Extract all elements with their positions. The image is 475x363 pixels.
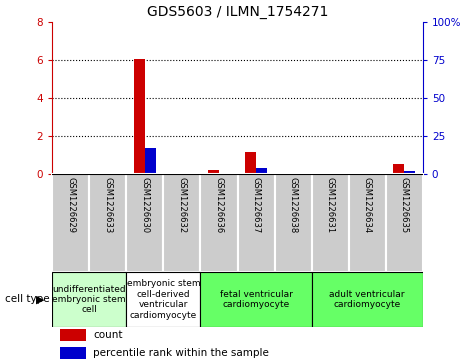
- Bar: [126, 174, 163, 272]
- Bar: [256, 168, 267, 174]
- Text: GSM1226629: GSM1226629: [66, 177, 75, 233]
- Bar: [245, 152, 256, 174]
- Bar: [275, 174, 312, 272]
- Text: embryonic stem
cell-derived
ventricular
cardiomyocyte: embryonic stem cell-derived ventricular …: [126, 280, 200, 319]
- Text: cell type: cell type: [5, 294, 49, 305]
- Bar: [238, 174, 275, 272]
- Bar: [126, 272, 200, 327]
- Bar: [52, 272, 126, 327]
- Bar: [163, 174, 200, 272]
- Text: GSM1226638: GSM1226638: [289, 177, 297, 233]
- Title: GDS5603 / ILMN_1754271: GDS5603 / ILMN_1754271: [147, 5, 328, 19]
- Bar: [386, 174, 423, 272]
- Bar: [208, 170, 219, 174]
- Bar: [349, 174, 386, 272]
- Text: undifferentiated
embryonic stem
cell: undifferentiated embryonic stem cell: [53, 285, 126, 314]
- Bar: [134, 59, 145, 174]
- Text: GSM1226632: GSM1226632: [178, 177, 186, 233]
- Text: percentile rank within the sample: percentile rank within the sample: [93, 348, 269, 358]
- Bar: [312, 174, 349, 272]
- Bar: [145, 148, 156, 174]
- Bar: [393, 164, 404, 174]
- Bar: [312, 272, 423, 327]
- Text: count: count: [93, 330, 123, 340]
- Bar: [60, 329, 86, 341]
- Text: adult ventricular
cardiomyocyte: adult ventricular cardiomyocyte: [330, 290, 405, 309]
- Bar: [404, 171, 415, 174]
- Text: GSM1226633: GSM1226633: [104, 177, 112, 233]
- Bar: [52, 174, 89, 272]
- Bar: [200, 174, 238, 272]
- Bar: [60, 347, 86, 359]
- Bar: [200, 272, 312, 327]
- Text: GSM1226631: GSM1226631: [326, 177, 334, 233]
- Text: GSM1226635: GSM1226635: [400, 177, 408, 233]
- Bar: [89, 174, 126, 272]
- Text: ▶: ▶: [36, 294, 45, 305]
- Text: GSM1226630: GSM1226630: [141, 177, 149, 233]
- Text: GSM1226636: GSM1226636: [215, 177, 223, 233]
- Text: GSM1226637: GSM1226637: [252, 177, 260, 233]
- Text: GSM1226634: GSM1226634: [363, 177, 371, 233]
- Text: fetal ventricular
cardiomyocyte: fetal ventricular cardiomyocyte: [219, 290, 293, 309]
